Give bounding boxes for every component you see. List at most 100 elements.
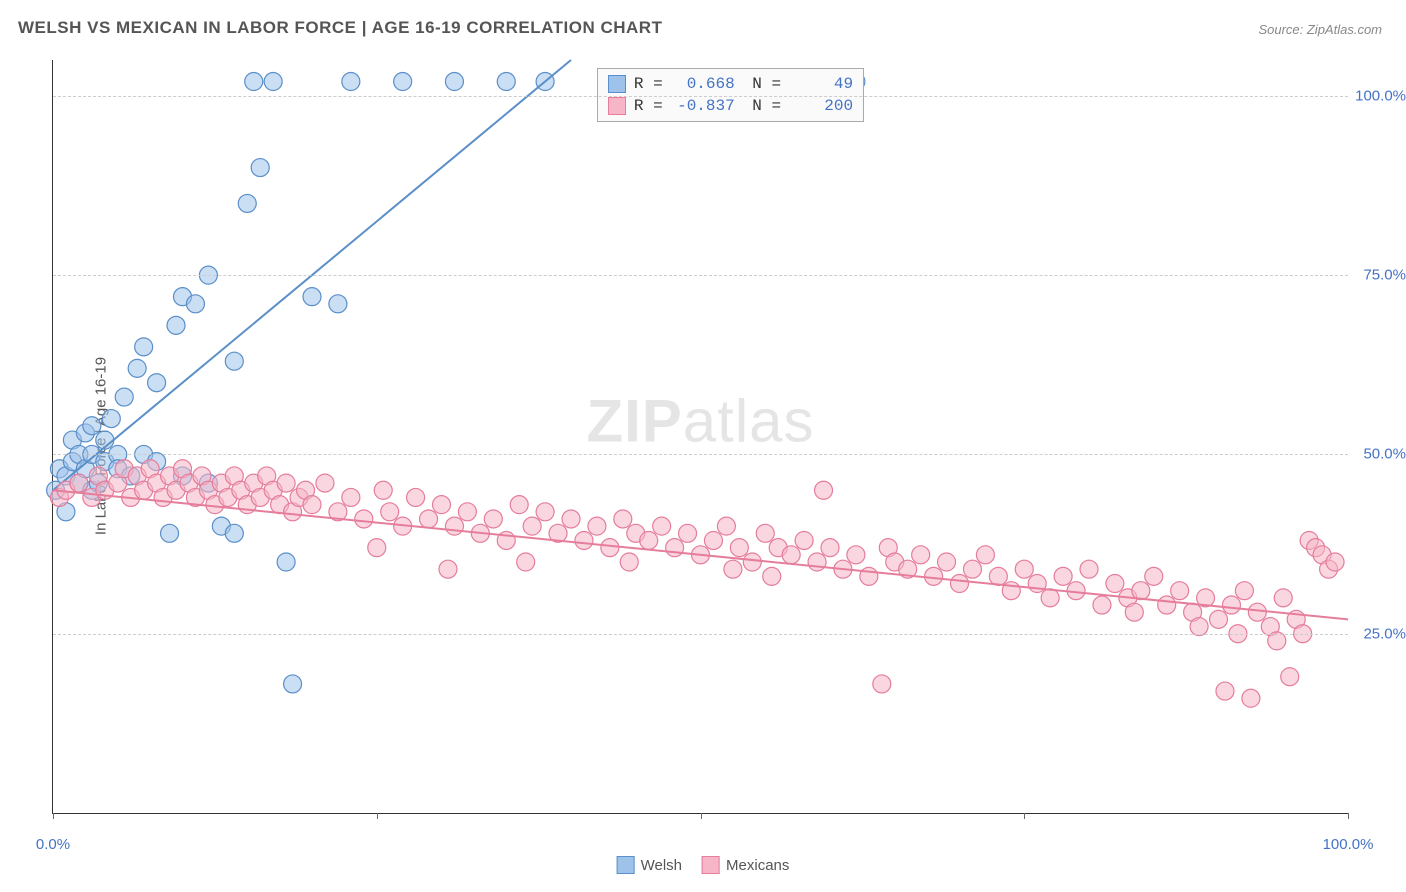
data-point <box>517 553 535 571</box>
data-point <box>536 503 554 521</box>
legend: Welsh Mexicans <box>617 856 790 874</box>
data-point <box>251 159 269 177</box>
data-point <box>1326 553 1344 571</box>
data-point <box>1015 560 1033 578</box>
gridline <box>53 96 1348 97</box>
data-point <box>1281 668 1299 686</box>
data-point <box>484 510 502 528</box>
welsh-swatch-icon <box>608 75 626 93</box>
data-point <box>303 496 321 514</box>
data-point <box>782 546 800 564</box>
data-point <box>374 481 392 499</box>
data-point <box>601 539 619 557</box>
data-point <box>1171 582 1189 600</box>
legend-item-mexicans: Mexicans <box>702 856 789 874</box>
data-point <box>245 73 263 91</box>
mexicans-swatch-icon <box>608 97 626 115</box>
data-point <box>1222 596 1240 614</box>
legend-item-welsh: Welsh <box>617 856 682 874</box>
plot-svg <box>53 60 1348 813</box>
data-point <box>1106 575 1124 593</box>
data-point <box>989 567 1007 585</box>
x-tick <box>1024 813 1025 819</box>
data-point <box>497 73 515 91</box>
source-label: Source: ZipAtlas.com <box>1258 22 1382 37</box>
data-point <box>847 546 865 564</box>
data-point <box>284 675 302 693</box>
data-point <box>445 517 463 535</box>
data-point <box>1132 582 1150 600</box>
y-tick-label: 75.0% <box>1363 267 1406 284</box>
data-point <box>1158 596 1176 614</box>
welsh-legend-swatch-icon <box>617 856 635 874</box>
data-point <box>1235 582 1253 600</box>
data-point <box>938 553 956 571</box>
y-tick-label: 25.0% <box>1363 625 1406 642</box>
data-point <box>808 553 826 571</box>
data-point <box>815 481 833 499</box>
x-tick-label: 100.0% <box>1323 836 1374 853</box>
data-point <box>458 503 476 521</box>
x-tick <box>1348 813 1349 819</box>
data-point <box>381 503 399 521</box>
data-point <box>666 539 684 557</box>
x-tick <box>701 813 702 819</box>
data-point <box>394 73 412 91</box>
data-point <box>368 539 386 557</box>
data-point <box>640 531 658 549</box>
data-point <box>821 539 839 557</box>
stats-row-mexicans: R =-0.837 N =200 <box>608 95 853 117</box>
data-point <box>238 194 256 212</box>
data-point <box>342 488 360 506</box>
stats-box: R =0.668 N =49 R =-0.837 N =200 <box>597 68 864 122</box>
data-point <box>588 517 606 535</box>
data-point <box>1210 610 1228 628</box>
data-point <box>614 510 632 528</box>
data-point <box>303 288 321 306</box>
data-point <box>83 417 101 435</box>
data-point <box>795 531 813 549</box>
data-point <box>1216 682 1234 700</box>
data-point <box>128 359 146 377</box>
data-point <box>912 546 930 564</box>
data-point <box>1093 596 1111 614</box>
data-point <box>167 316 185 334</box>
data-point <box>148 374 166 392</box>
data-point <box>1145 567 1163 585</box>
data-point <box>1125 603 1143 621</box>
data-point <box>115 388 133 406</box>
data-point <box>1274 589 1292 607</box>
y-tick-label: 50.0% <box>1363 446 1406 463</box>
data-point <box>1080 560 1098 578</box>
data-point <box>225 524 243 542</box>
data-point <box>1242 689 1260 707</box>
data-point <box>763 567 781 585</box>
data-point <box>355 510 373 528</box>
data-point <box>743 553 761 571</box>
data-point <box>523 517 541 535</box>
data-point <box>951 575 969 593</box>
data-point <box>963 560 981 578</box>
data-point <box>756 524 774 542</box>
x-tick-label: 0.0% <box>36 836 70 853</box>
data-point <box>316 474 334 492</box>
data-point <box>439 560 457 578</box>
mexicans-legend-swatch-icon <box>702 856 720 874</box>
data-point <box>264 73 282 91</box>
legend-label: Welsh <box>641 857 682 874</box>
chart-title: WELSH VS MEXICAN IN LABOR FORCE | AGE 16… <box>18 18 662 38</box>
legend-label: Mexicans <box>726 857 789 874</box>
data-point <box>724 560 742 578</box>
stats-row-welsh: R =0.668 N =49 <box>608 73 853 95</box>
x-tick <box>53 813 54 819</box>
data-point <box>135 338 153 356</box>
data-point <box>420 510 438 528</box>
data-point <box>102 410 120 428</box>
data-point <box>277 474 295 492</box>
data-point <box>653 517 671 535</box>
data-point <box>445 73 463 91</box>
data-point <box>976 546 994 564</box>
data-point <box>510 496 528 514</box>
data-point <box>717 517 735 535</box>
data-point <box>1041 589 1059 607</box>
